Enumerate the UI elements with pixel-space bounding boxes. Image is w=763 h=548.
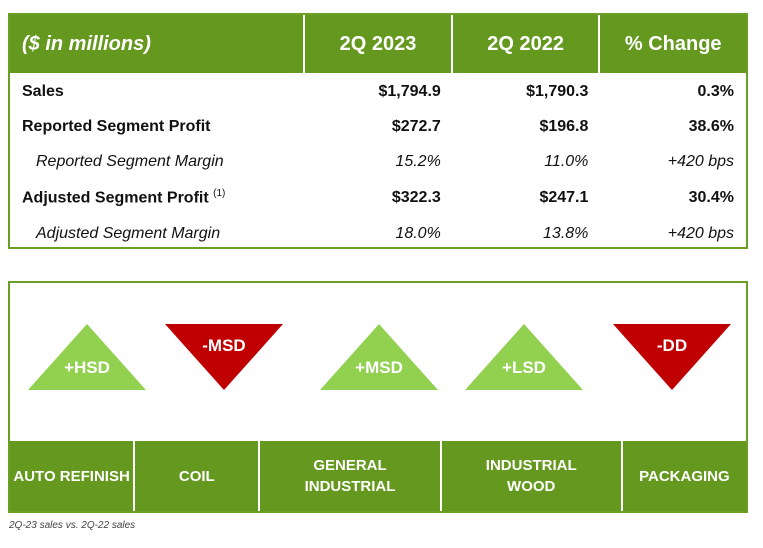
header-2q2022: 2Q 2022 [453,15,601,73]
segment-results-table: ($ in millions) 2Q 2023 2Q 2022 % Change… [8,13,748,249]
value-2022: $196.8 [539,118,589,135]
header-change: % Change [624,32,722,55]
value-change: 30.4% [688,189,734,206]
value-2023: 15.2% [395,153,441,170]
up-triangle-icon: +HSD [28,324,146,390]
value-change: +420 bps [667,153,734,170]
table-row: Adjusted Segment Margin 18.0% 13.8% +420… [10,216,746,252]
row-label: Reported Segment Profit [22,118,211,135]
value-change: +420 bps [667,225,734,242]
table-row: Reported Segment Profit $272.7 $196.8 38… [10,109,746,145]
segment-name: AUTO REFINISH [10,441,136,511]
header-2q2023: 2Q 2023 [305,15,453,73]
table-row: Sales $1,794.9 $1,790.3 0.3% [10,74,746,110]
segment-names-band: AUTO REFINISH COIL GENERAL INDUSTRIAL IN… [10,441,746,511]
value-2023: $322.3 [391,189,441,206]
value-change: 38.6% [688,118,734,135]
value-2023: 18.0% [395,225,441,242]
value-2022: $247.1 [539,189,589,206]
segment-indicator: +MSD [355,358,403,377]
row-label: Sales [22,83,64,100]
segment-name: PACKAGING [639,467,730,485]
value-2022: 13.8% [543,225,589,242]
segment-indicator: -DD [656,336,688,355]
up-triangle-icon: +MSD [320,324,438,390]
footnote: 2Q-23 sales vs. 2Q-22 sales [9,520,136,531]
down-triangle-icon: -DD [613,324,731,390]
segment-name: COIL [135,441,261,511]
segment-indicator: -MSD [202,336,246,355]
header-units: ($ in millions) [10,15,306,73]
table-header: ($ in millions) 2Q 2023 2Q 2022 % Change [10,15,746,73]
up-triangle-icon: +LSD [465,324,583,390]
table-row: Adjusted Segment Profit (1) $322.3 $247.… [10,180,746,216]
value-2022: 11.0% [544,153,589,170]
value-2023: $1,794.9 [378,83,441,100]
segment-name: GENERAL INDUSTRIAL [260,441,442,511]
segment-sales-panel: +HSD -MSD +MSD +LSD -DD AUTO REFINISH CO… [8,281,748,513]
row-label: Reported Segment Margin [36,153,224,170]
down-triangle-icon: -MSD [165,324,283,390]
table-row: Reported Segment Margin 15.2% 11.0% +420… [10,144,746,180]
row-label: Adjusted Segment Margin [36,225,221,242]
segment-indicator: +LSD [502,358,546,377]
value-change: 0.3% [697,83,734,100]
value-2022: $1,790.3 [526,83,589,100]
value-2023: $272.7 [391,118,441,135]
segment-name: INDUSTRIAL WOOD [442,441,623,511]
segment-indicator: +HSD [64,358,110,377]
row-label: Adjusted Segment Profit (1) [10,188,305,207]
row-label-text: Adjusted Segment Profit [22,189,209,207]
footnote-marker: (1) [213,188,226,200]
